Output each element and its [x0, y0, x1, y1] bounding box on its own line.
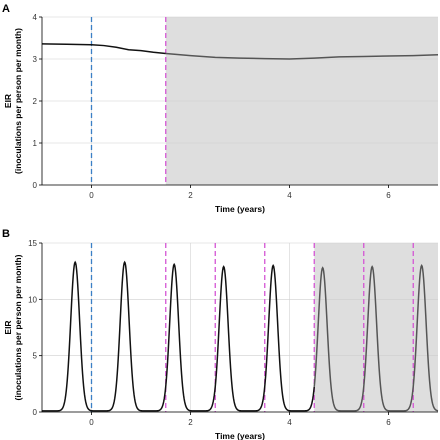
- panel-a-y-tick-label: 1: [33, 139, 38, 148]
- panel-a-x-tick-label: 2: [188, 191, 193, 200]
- panel-a-x-axis-label: Time (years): [215, 204, 265, 214]
- panel-a-x-tick-label: 6: [386, 191, 391, 200]
- panel-a-y-tick-label: 0: [33, 181, 38, 190]
- panel-b-x-axis-label: Time (years): [215, 431, 265, 440]
- panel-b-y-tick-label: 15: [28, 239, 37, 248]
- panel-a-y-tick-label: 3: [33, 55, 38, 64]
- panel-b-y-tick-label: 5: [33, 352, 38, 361]
- panel-a-y-tick-label: 2: [33, 97, 38, 106]
- panel-a-y-tick-label: 4: [33, 13, 38, 22]
- panel-a-x-tick-label: 0: [89, 191, 94, 200]
- panel-b-y-axis-label-line-0: EIR: [3, 320, 13, 334]
- panel-b-series-line-after: [313, 263, 439, 412]
- panel-label-a: A: [2, 3, 10, 15]
- panel-a-y-axis-label-line-1: (inoculations per person per month): [13, 28, 23, 174]
- panel-b-series-line-before: [42, 260, 315, 412]
- panel-b-x-tick-label: 4: [287, 418, 292, 427]
- panel-a-x-tick-label: 4: [287, 191, 292, 200]
- panel-label-b: B: [2, 228, 10, 240]
- panel-a-y-axis-label-line-0: EIR: [3, 94, 13, 108]
- panel-b-y-tick-label: 0: [33, 408, 38, 417]
- panel-b-x-tick-label: 2: [188, 418, 193, 427]
- panel-a-chart: 0 2 4 6 0 1 2 3 4 Time (years) EIR (inoculations pe…: [3, 13, 439, 214]
- panel-a-series-line-after: [165, 52, 439, 60]
- panel-b-x-tick-label: 0: [89, 418, 94, 427]
- panel-b-x-tick-label: 6: [386, 418, 391, 427]
- panel-a-series-line-before: [41, 43, 166, 55]
- panel-b-y-axis-label-line-1: (inoculations per person per month): [13, 254, 23, 400]
- panel-b-y-tick-label: 10: [28, 295, 37, 304]
- panel-b-chart: 0 2 4 6 0 5 10 15 Time (years) EIR (inoculations p…: [3, 239, 439, 440]
